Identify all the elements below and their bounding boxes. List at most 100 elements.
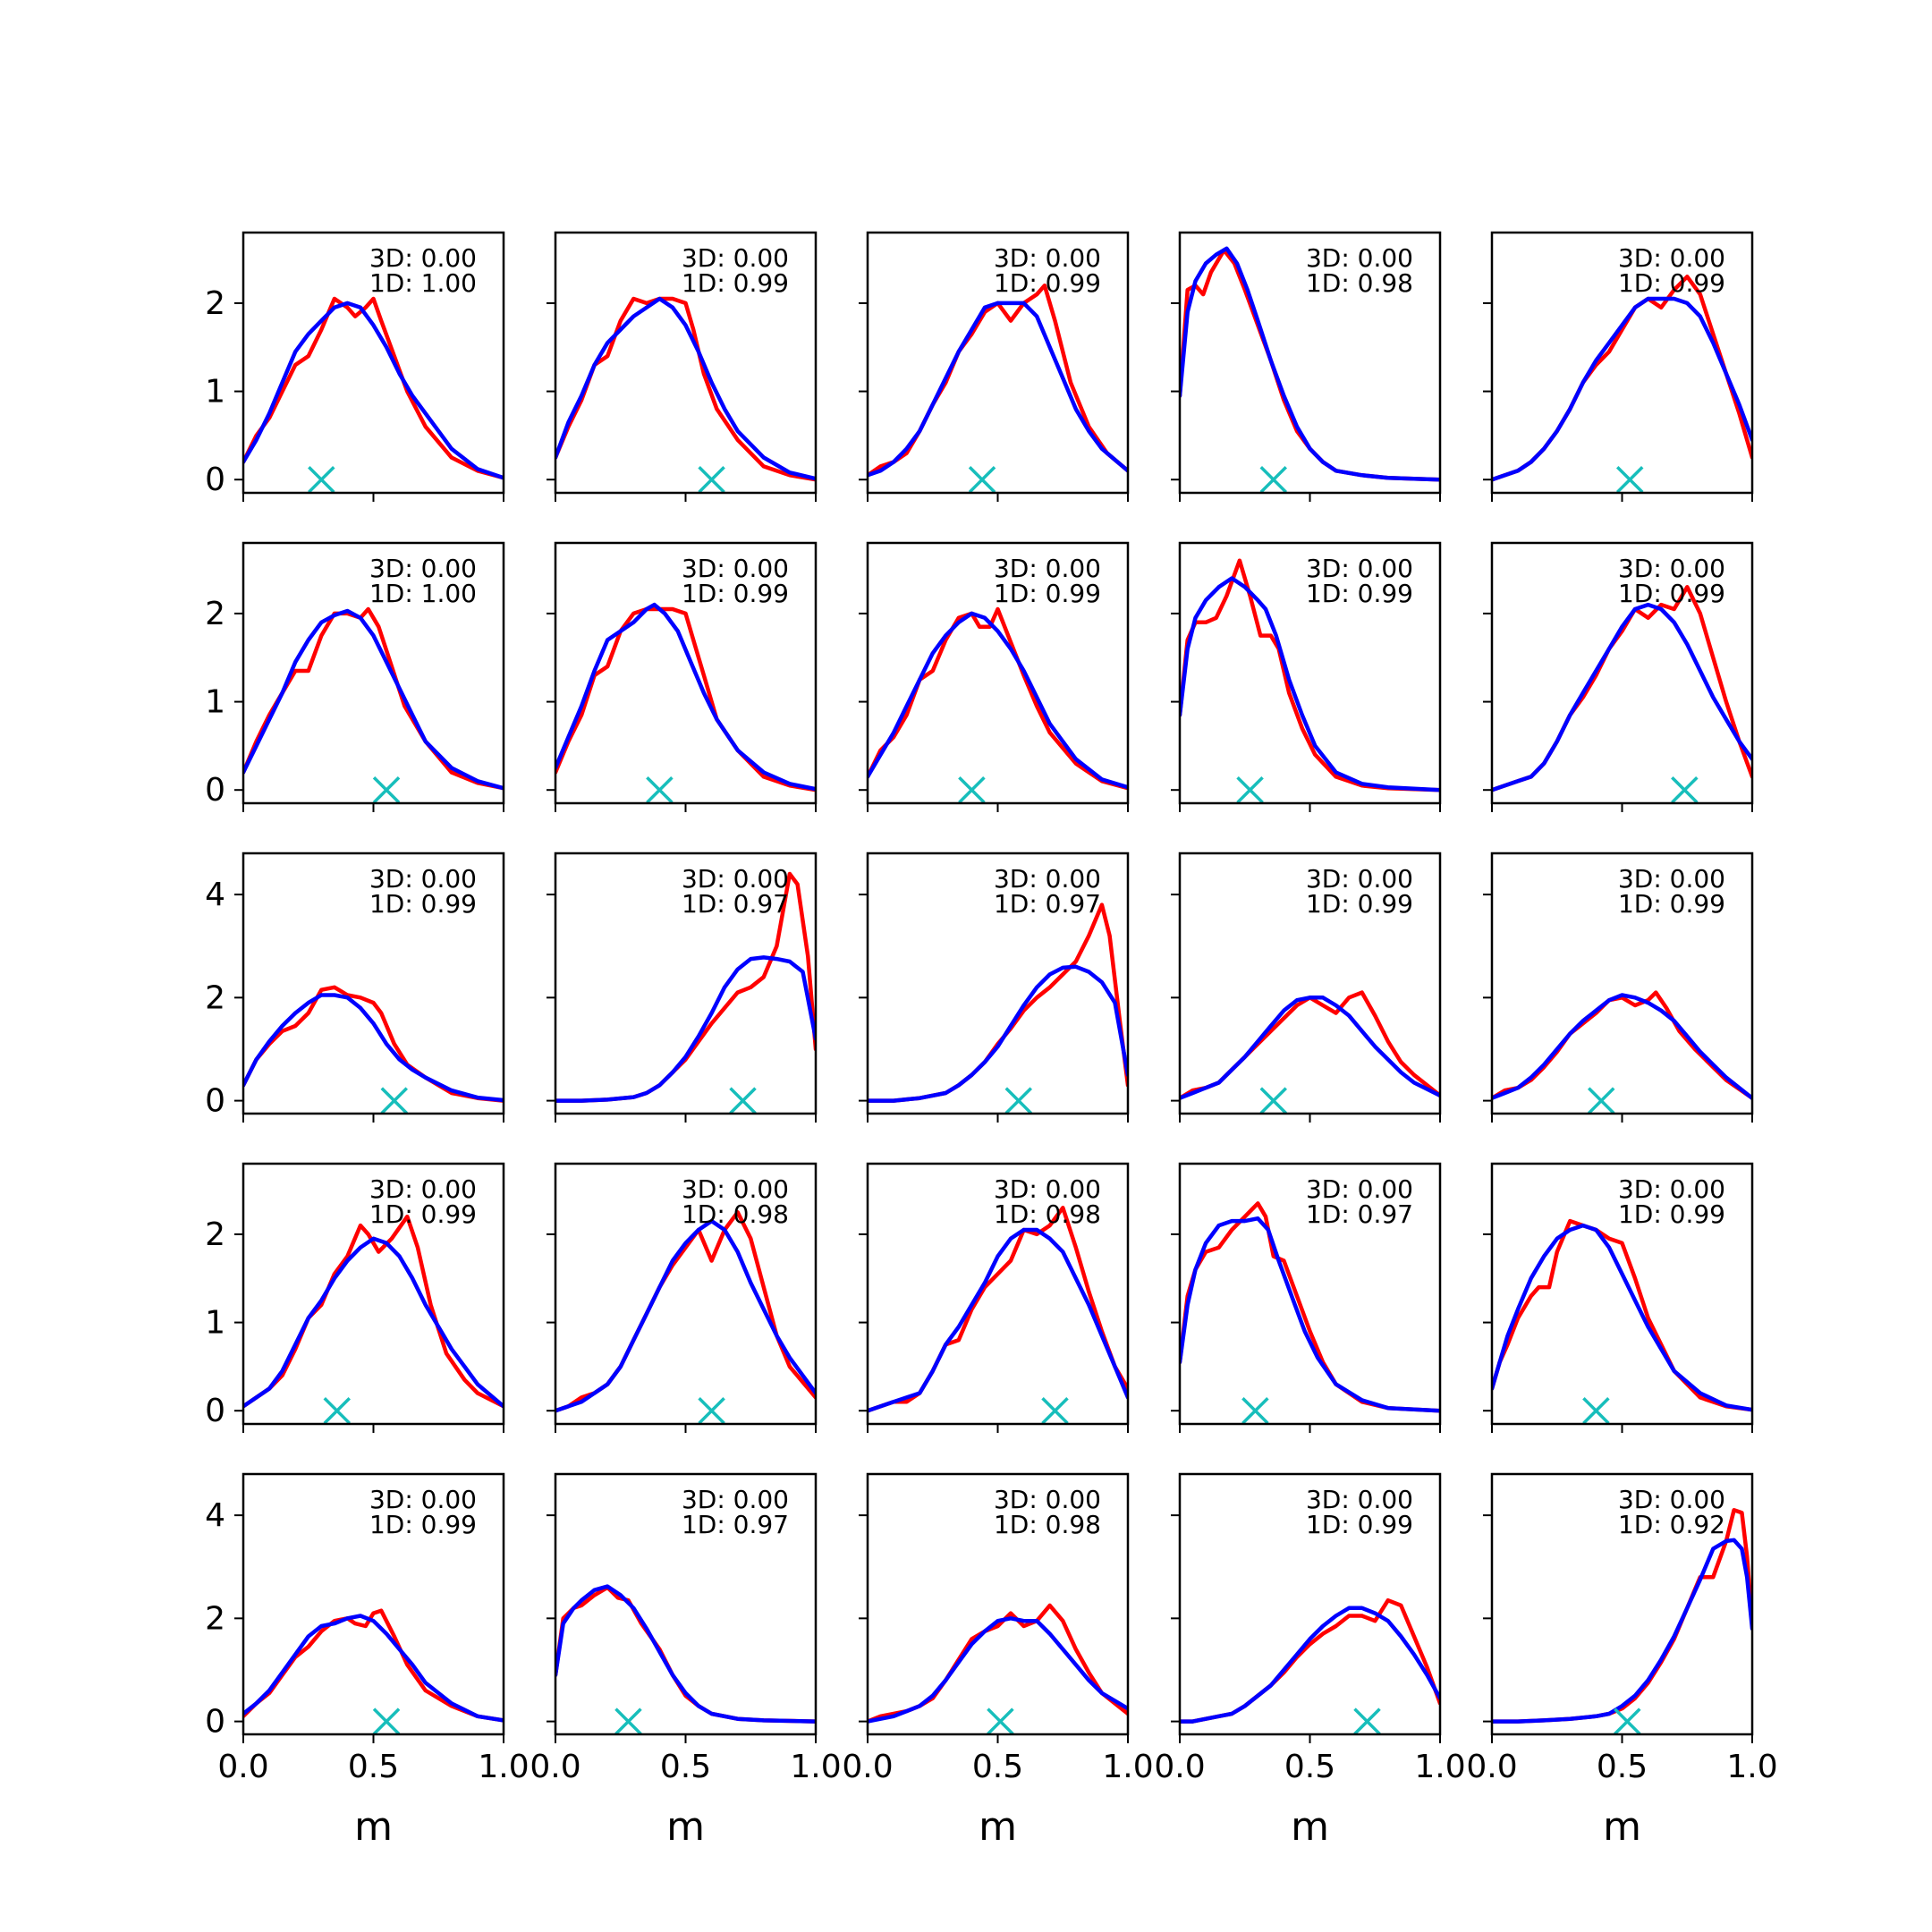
marker-x-point xyxy=(698,1396,725,1424)
annotation-label: 1D: 0.98 xyxy=(1306,268,1413,298)
y-tick-label: 4 xyxy=(205,877,225,913)
annotation-label: 3D: 0.00 xyxy=(1618,243,1725,273)
annotation-label: 1D: 0.97 xyxy=(682,889,789,919)
plot-area xyxy=(868,283,1128,493)
x-tick-label: 0.5 xyxy=(972,1749,1023,1785)
annotation-label: 1D: 0.98 xyxy=(682,1199,789,1229)
series-red-line xyxy=(1492,585,1752,792)
series-red-line xyxy=(1492,1218,1752,1412)
series-blue-line xyxy=(868,611,1128,790)
y-tick-label: 0 xyxy=(205,462,225,498)
marker-x-point xyxy=(698,465,725,493)
series-red-line xyxy=(868,1206,1128,1413)
series-blue-line xyxy=(1180,246,1440,482)
annotation-label: 1D: 1.00 xyxy=(369,579,477,608)
plot-area xyxy=(555,1210,816,1424)
series-blue-line xyxy=(243,301,504,480)
series-red-line xyxy=(555,606,816,792)
plot-area xyxy=(1180,246,1440,493)
annotation-label: 3D: 0.00 xyxy=(1618,1174,1725,1204)
plot-area xyxy=(243,985,504,1114)
plot-area xyxy=(555,1584,816,1734)
series-red-line xyxy=(868,283,1128,478)
marker-x-point xyxy=(1259,465,1287,493)
series-blue-line xyxy=(1492,1538,1752,1724)
series-blue-line xyxy=(1180,1216,1440,1413)
annotation-label: 3D: 0.00 xyxy=(1306,1174,1413,1204)
series-red-line xyxy=(1492,1508,1752,1724)
annotation-label: 3D: 0.00 xyxy=(369,554,477,583)
plot-area xyxy=(1180,1597,1440,1734)
annotation-label: 1D: 0.99 xyxy=(1306,889,1413,919)
annotation-label: 1D: 0.97 xyxy=(682,1510,789,1539)
annotation-label: 1D: 0.99 xyxy=(1306,579,1413,608)
series-red-line xyxy=(243,985,504,1103)
series-blue-line xyxy=(868,1227,1128,1413)
annotation-label: 3D: 0.00 xyxy=(682,1174,789,1204)
marker-x-point xyxy=(1241,1396,1269,1424)
plot-area xyxy=(868,902,1128,1114)
plot-area xyxy=(243,296,504,493)
marker-x-point xyxy=(646,775,674,803)
annotation-label: 1D: 0.99 xyxy=(994,579,1101,608)
x-tick-label: 0.0 xyxy=(217,1749,268,1785)
series-blue-line xyxy=(1492,296,1752,482)
x-axis-label: m xyxy=(979,1804,1017,1850)
series-blue-line xyxy=(555,1584,816,1724)
y-tick-label: 0 xyxy=(205,772,225,809)
plot-area xyxy=(243,1214,504,1424)
y-tick-label: 1 xyxy=(205,684,225,721)
x-tick-label: 1.0 xyxy=(1102,1749,1153,1785)
annotation-label: 1D: 0.99 xyxy=(1306,1510,1413,1539)
y-tick-label: 2 xyxy=(205,596,225,632)
annotation-label: 1D: 0.92 xyxy=(1618,1510,1725,1539)
x-axis-label: m xyxy=(1291,1804,1329,1850)
marker-x-point xyxy=(729,1087,757,1114)
annotation-label: 1D: 0.99 xyxy=(1618,1199,1725,1229)
x-axis-label: m xyxy=(1603,1804,1641,1850)
annotation-label: 1D: 0.99 xyxy=(1618,579,1725,608)
x-tick-label: 1.0 xyxy=(790,1749,841,1785)
plot-area xyxy=(1492,1218,1752,1424)
y-tick-label: 2 xyxy=(205,1600,225,1637)
y-tick-label: 1 xyxy=(205,1305,225,1342)
x-tick-label: 1.0 xyxy=(478,1749,529,1785)
annotation-label: 3D: 0.00 xyxy=(1306,243,1413,273)
y-tick-label: 4 xyxy=(205,1497,225,1534)
series-blue-line xyxy=(243,1614,504,1723)
plot-area xyxy=(555,602,816,803)
series-red-line xyxy=(243,1214,504,1409)
marker-x-point xyxy=(372,775,401,803)
x-tick-label: 0.5 xyxy=(1597,1749,1648,1785)
marker-x-point xyxy=(1587,1087,1615,1114)
x-tick-label: 0.0 xyxy=(1154,1749,1205,1785)
annotation-label: 3D: 0.00 xyxy=(1618,554,1725,583)
plot-area xyxy=(1492,990,1752,1114)
annotation-label: 3D: 0.00 xyxy=(1306,1485,1413,1514)
annotation-label: 3D: 0.00 xyxy=(682,1485,789,1514)
marker-x-point xyxy=(1671,775,1699,803)
y-tick-label: 2 xyxy=(205,1216,225,1253)
plot-area xyxy=(868,1206,1128,1424)
series-red-line xyxy=(1180,558,1440,792)
x-axis-label: m xyxy=(354,1804,393,1850)
plot-area xyxy=(1492,585,1752,803)
x-tick-label: 0.5 xyxy=(660,1749,711,1785)
series-blue-line xyxy=(243,608,504,791)
series-blue-line xyxy=(1492,993,1752,1100)
y-tick-label: 1 xyxy=(205,374,225,411)
x-tick-label: 0.0 xyxy=(530,1749,580,1785)
